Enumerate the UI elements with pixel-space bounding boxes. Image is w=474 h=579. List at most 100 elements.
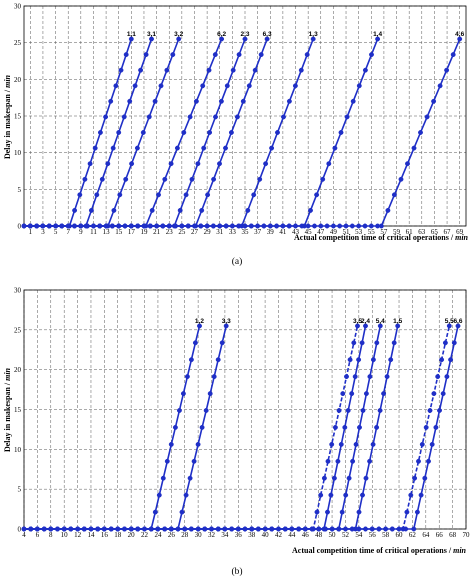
data-point: [99, 176, 105, 182]
data-point: [431, 391, 437, 397]
series-3-1: 3,1: [21, 31, 156, 229]
series-label: 1,4: [373, 31, 382, 38]
series-line: [24, 38, 379, 227]
data-point: [305, 223, 311, 229]
x-tick-label: 20: [128, 531, 136, 539]
data-point: [111, 207, 117, 213]
series-label: 3,1: [147, 31, 156, 38]
data-point: [158, 83, 164, 89]
x-tick-label: 3: [41, 228, 45, 236]
data-point: [72, 207, 78, 213]
x-tick-label: 31: [216, 228, 224, 236]
data-point: [360, 408, 366, 413]
data-point: [304, 52, 310, 58]
data-point: [344, 114, 350, 120]
y-tick-label: 0: [18, 526, 22, 534]
data-point: [368, 223, 374, 229]
data-point: [418, 130, 423, 135]
series-label: 2,4: [361, 318, 370, 325]
data-point: [215, 526, 221, 532]
data-point: [149, 207, 155, 213]
data-point: [155, 526, 161, 532]
x-tick-label: 27: [191, 228, 199, 236]
x-tick-label: 24: [154, 531, 162, 539]
x-tick-label: 4: [22, 531, 26, 539]
data-point: [152, 98, 158, 104]
data-point: [78, 223, 84, 229]
data-point: [135, 526, 141, 532]
data-point: [109, 223, 115, 229]
data-point: [429, 441, 435, 447]
data-point: [156, 492, 162, 498]
data-point: [164, 67, 170, 73]
x-tick-label: 11: [90, 228, 97, 236]
series-line: [24, 325, 367, 530]
data-point: [286, 223, 292, 229]
data-point: [384, 374, 390, 380]
data-point: [229, 526, 235, 532]
data-point: [156, 192, 161, 198]
data-point: [41, 526, 47, 532]
x-tick-label: 70: [463, 531, 471, 539]
data-point: [72, 223, 77, 229]
data-point: [326, 161, 332, 167]
data-point: [350, 98, 356, 104]
data-point: [88, 207, 94, 213]
data-point: [346, 475, 352, 481]
data-point: [286, 98, 292, 104]
x-tick-label: 42: [275, 531, 283, 539]
data-point: [200, 83, 206, 89]
data-point: [320, 176, 326, 182]
x-tick-label: 7: [66, 228, 70, 236]
data-point: [108, 526, 114, 532]
data-point: [105, 161, 111, 167]
series-line: [24, 325, 399, 530]
data-point: [444, 374, 450, 380]
data-point: [132, 83, 138, 89]
data-point: [236, 223, 242, 229]
data-point: [235, 526, 241, 532]
data-point: [339, 509, 345, 515]
data-point: [21, 223, 27, 229]
data-point: [103, 114, 109, 120]
data-point: [219, 340, 225, 346]
data-point: [115, 526, 121, 532]
data-point: [211, 176, 217, 182]
data-point: [395, 323, 401, 329]
data-point: [325, 509, 330, 515]
data-point: [431, 98, 437, 104]
x-tick-label: 32: [208, 531, 216, 539]
x-tick-label: 51: [343, 228, 351, 236]
data-point: [408, 492, 414, 498]
data-point: [330, 223, 336, 229]
x-tick-label: 37: [254, 228, 262, 236]
data-point: [370, 441, 376, 447]
data-point: [349, 526, 355, 532]
data-point: [199, 207, 205, 213]
x-tick-label: 16: [101, 531, 109, 539]
series-line: [24, 325, 227, 530]
data-point: [116, 130, 122, 135]
data-point: [162, 176, 168, 182]
data-point: [383, 526, 389, 532]
data-point: [419, 441, 425, 447]
data-point: [362, 67, 368, 73]
data-point: [356, 509, 362, 515]
data-point: [340, 391, 346, 397]
data-point: [363, 475, 369, 481]
data-point: [375, 36, 381, 42]
series-label: 6,6: [453, 318, 462, 325]
data-point: [187, 475, 193, 481]
x-tick-label: 56: [369, 531, 377, 539]
data-point: [359, 340, 365, 346]
data-point: [423, 424, 429, 430]
data-point: [123, 176, 129, 182]
data-point: [262, 526, 268, 532]
data-point: [127, 98, 133, 104]
data-point: [338, 130, 344, 135]
data-point: [207, 391, 213, 397]
data-point: [88, 526, 94, 532]
data-point: [356, 83, 362, 89]
data-point: [129, 161, 135, 167]
x-tick-label: 47: [317, 228, 325, 236]
